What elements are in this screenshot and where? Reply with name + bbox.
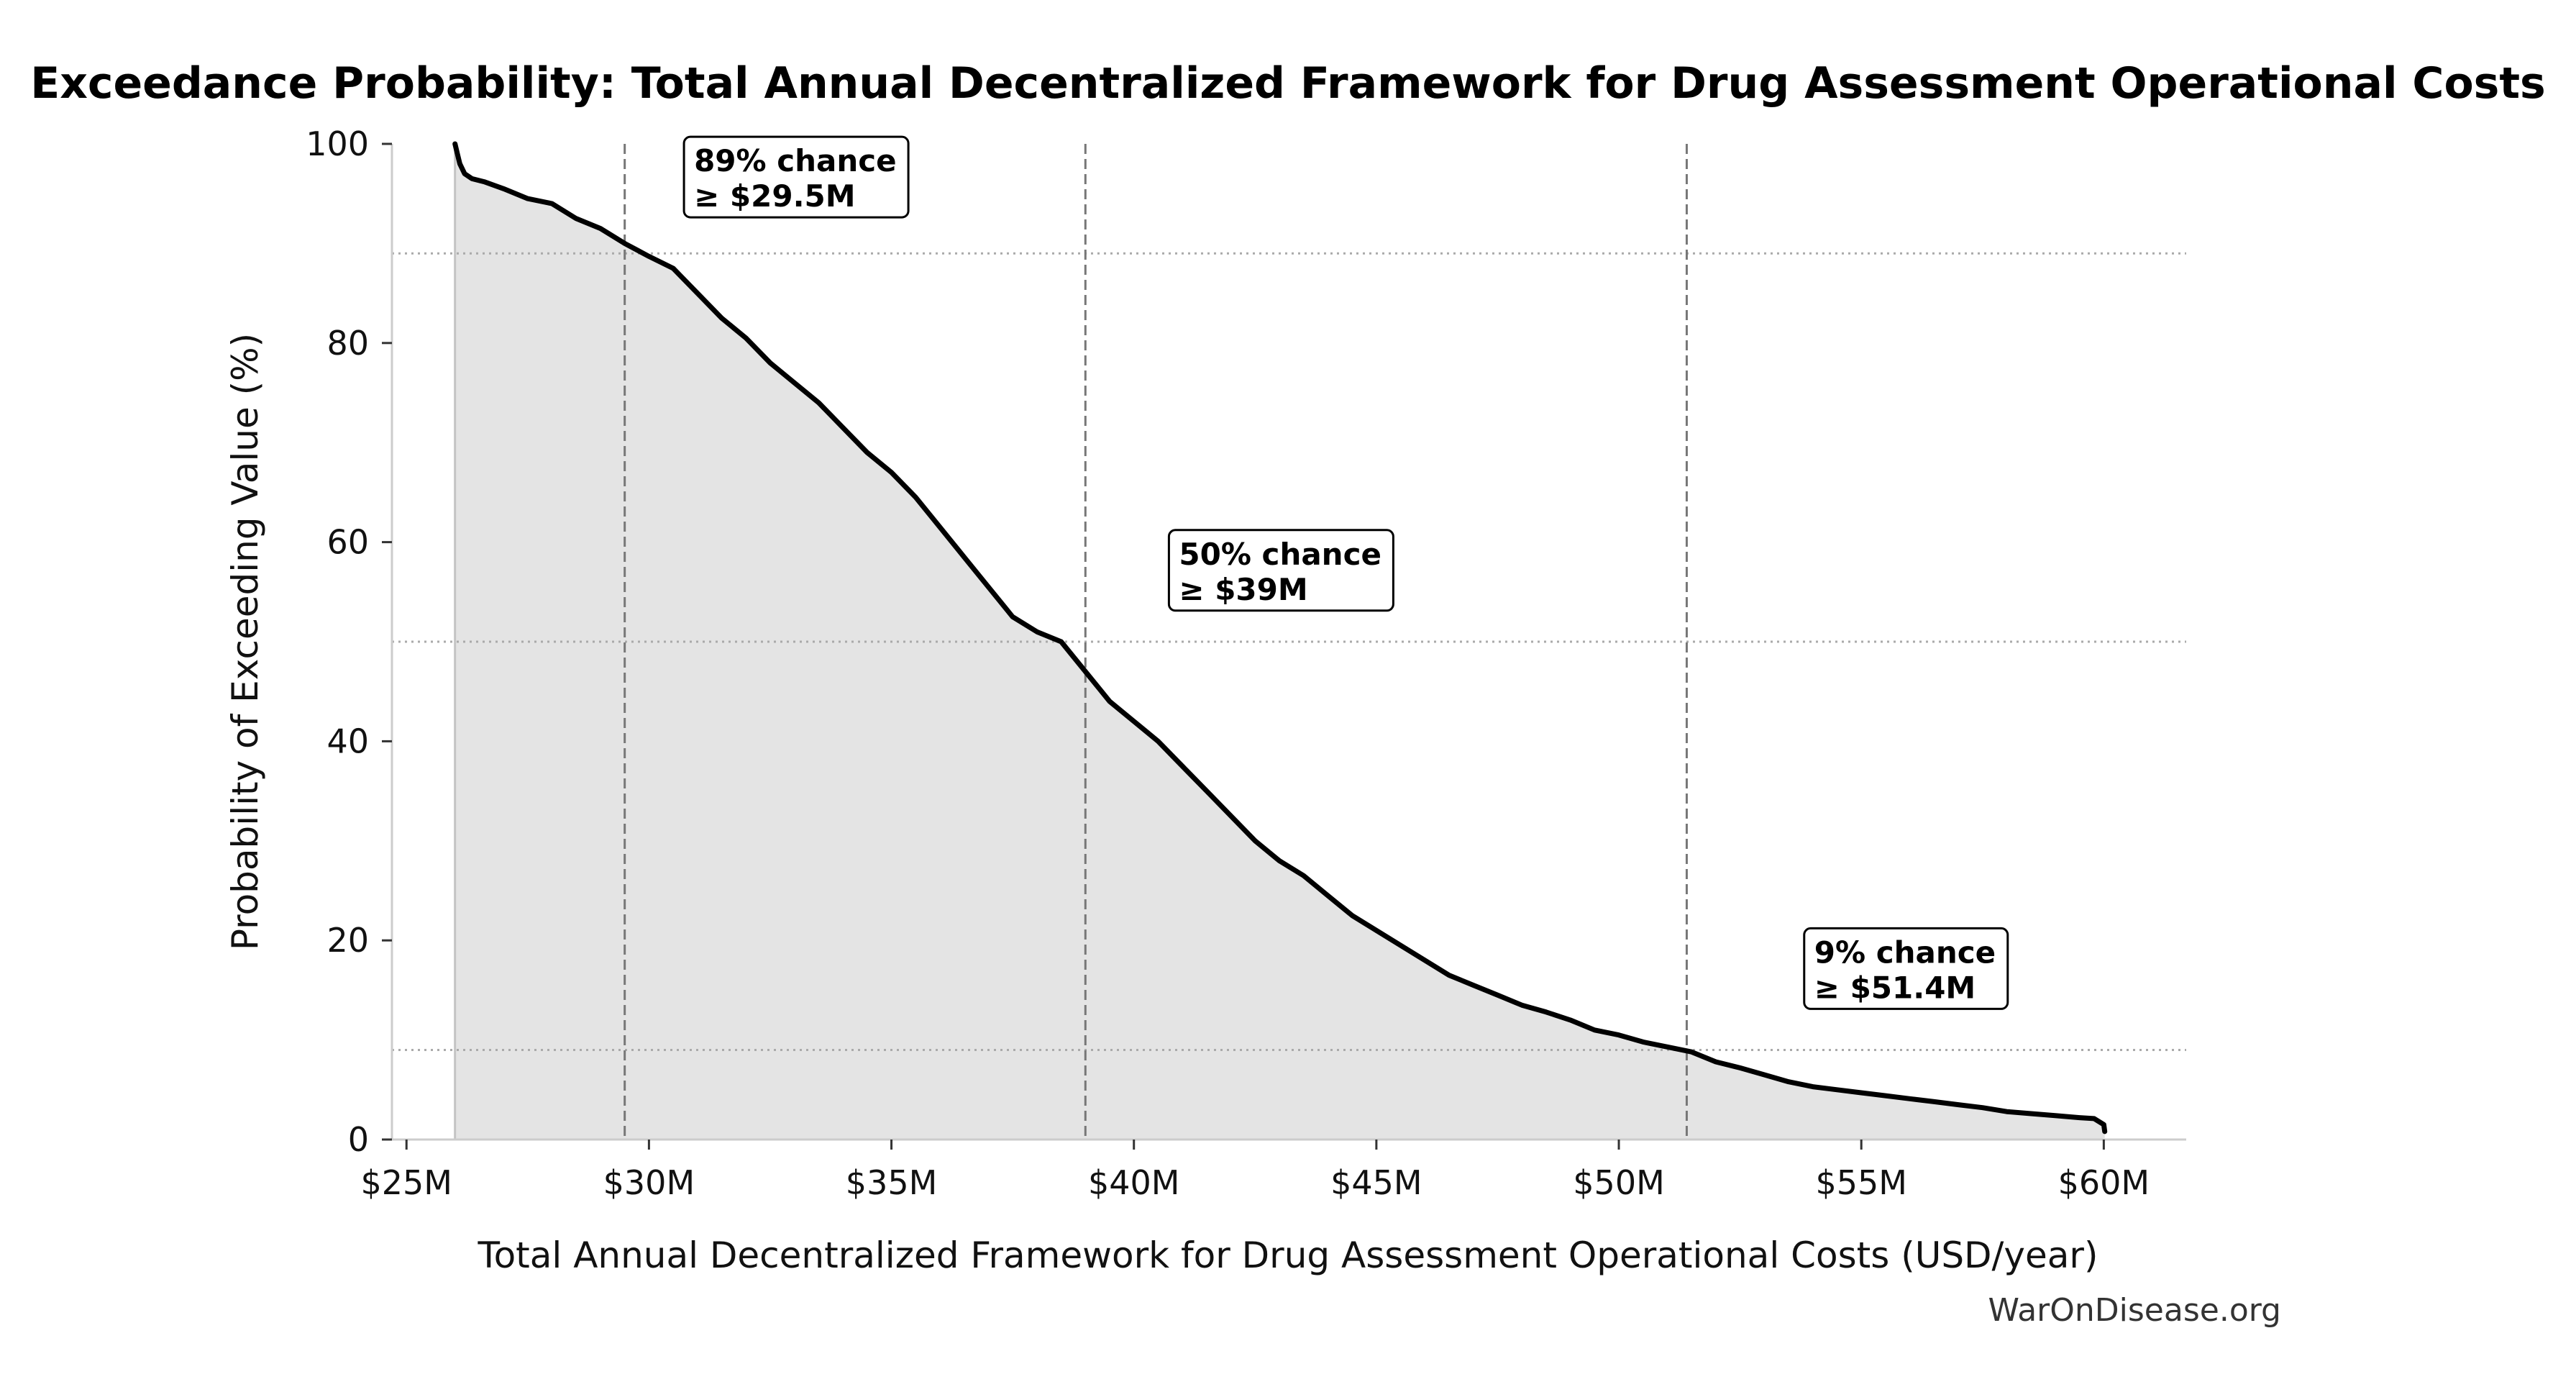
plot-area: $25M $30M $35M $40M $45M $50M $55M $60M 0 20 40 60 8…: [306, 124, 2186, 1202]
annotation-line-1: 89% chance: [694, 143, 897, 178]
y-tick-label: 40: [326, 722, 369, 760]
x-tick-label: $30M: [603, 1163, 695, 1202]
x-axis-label: Total Annual Decentralized Framework for…: [478, 1234, 2098, 1276]
exceedance-curve: [452, 141, 2108, 1134]
annotation-line-1: 50% chance: [1179, 537, 1381, 572]
y-tick-label: 60: [326, 523, 369, 562]
annotation-frame: [1803, 927, 2009, 1010]
annotation-frame: [1167, 529, 1394, 612]
annotation-line-2: ≥ $51.4M: [1814, 970, 1976, 1005]
source-credit: WarOnDisease.org: [1988, 1292, 2281, 1329]
y-tick-label: 20: [326, 921, 369, 960]
y-tick-label: 100: [306, 124, 369, 163]
annotation-box-2: 9% chance≥ $51.4M: [1803, 927, 2009, 1010]
y-tick-label: 0: [348, 1120, 369, 1159]
annotation-frame: [682, 135, 910, 219]
annotation-box-0: 89% chance≥ $29.5M: [682, 135, 910, 219]
x-tick-label: $35M: [846, 1163, 938, 1202]
annotation-line-1: 9% chance: [1814, 934, 1996, 970]
chart-title: Exceedance Probability: Total Annual Dec…: [30, 58, 2546, 109]
x-tick-label: $55M: [1815, 1163, 1907, 1202]
x-tick-label: $40M: [1088, 1163, 1180, 1202]
x-tick-label: $45M: [1330, 1163, 1422, 1202]
exceedance-area: [455, 144, 2105, 1140]
annotation-line-2: ≥ $29.5M: [694, 178, 855, 214]
annotation-line-2: ≥ $39M: [1179, 572, 1307, 607]
x-tick-label: $60M: [2058, 1163, 2150, 1202]
y-axis-label: Probability of Exceeding Value (%): [224, 333, 266, 950]
y-tick-label: 80: [326, 324, 369, 363]
x-tick-label: $50M: [1573, 1163, 1665, 1202]
annotation-box-1: 50% chance≥ $39M: [1167, 529, 1394, 612]
x-tick-label: $25M: [360, 1163, 452, 1202]
